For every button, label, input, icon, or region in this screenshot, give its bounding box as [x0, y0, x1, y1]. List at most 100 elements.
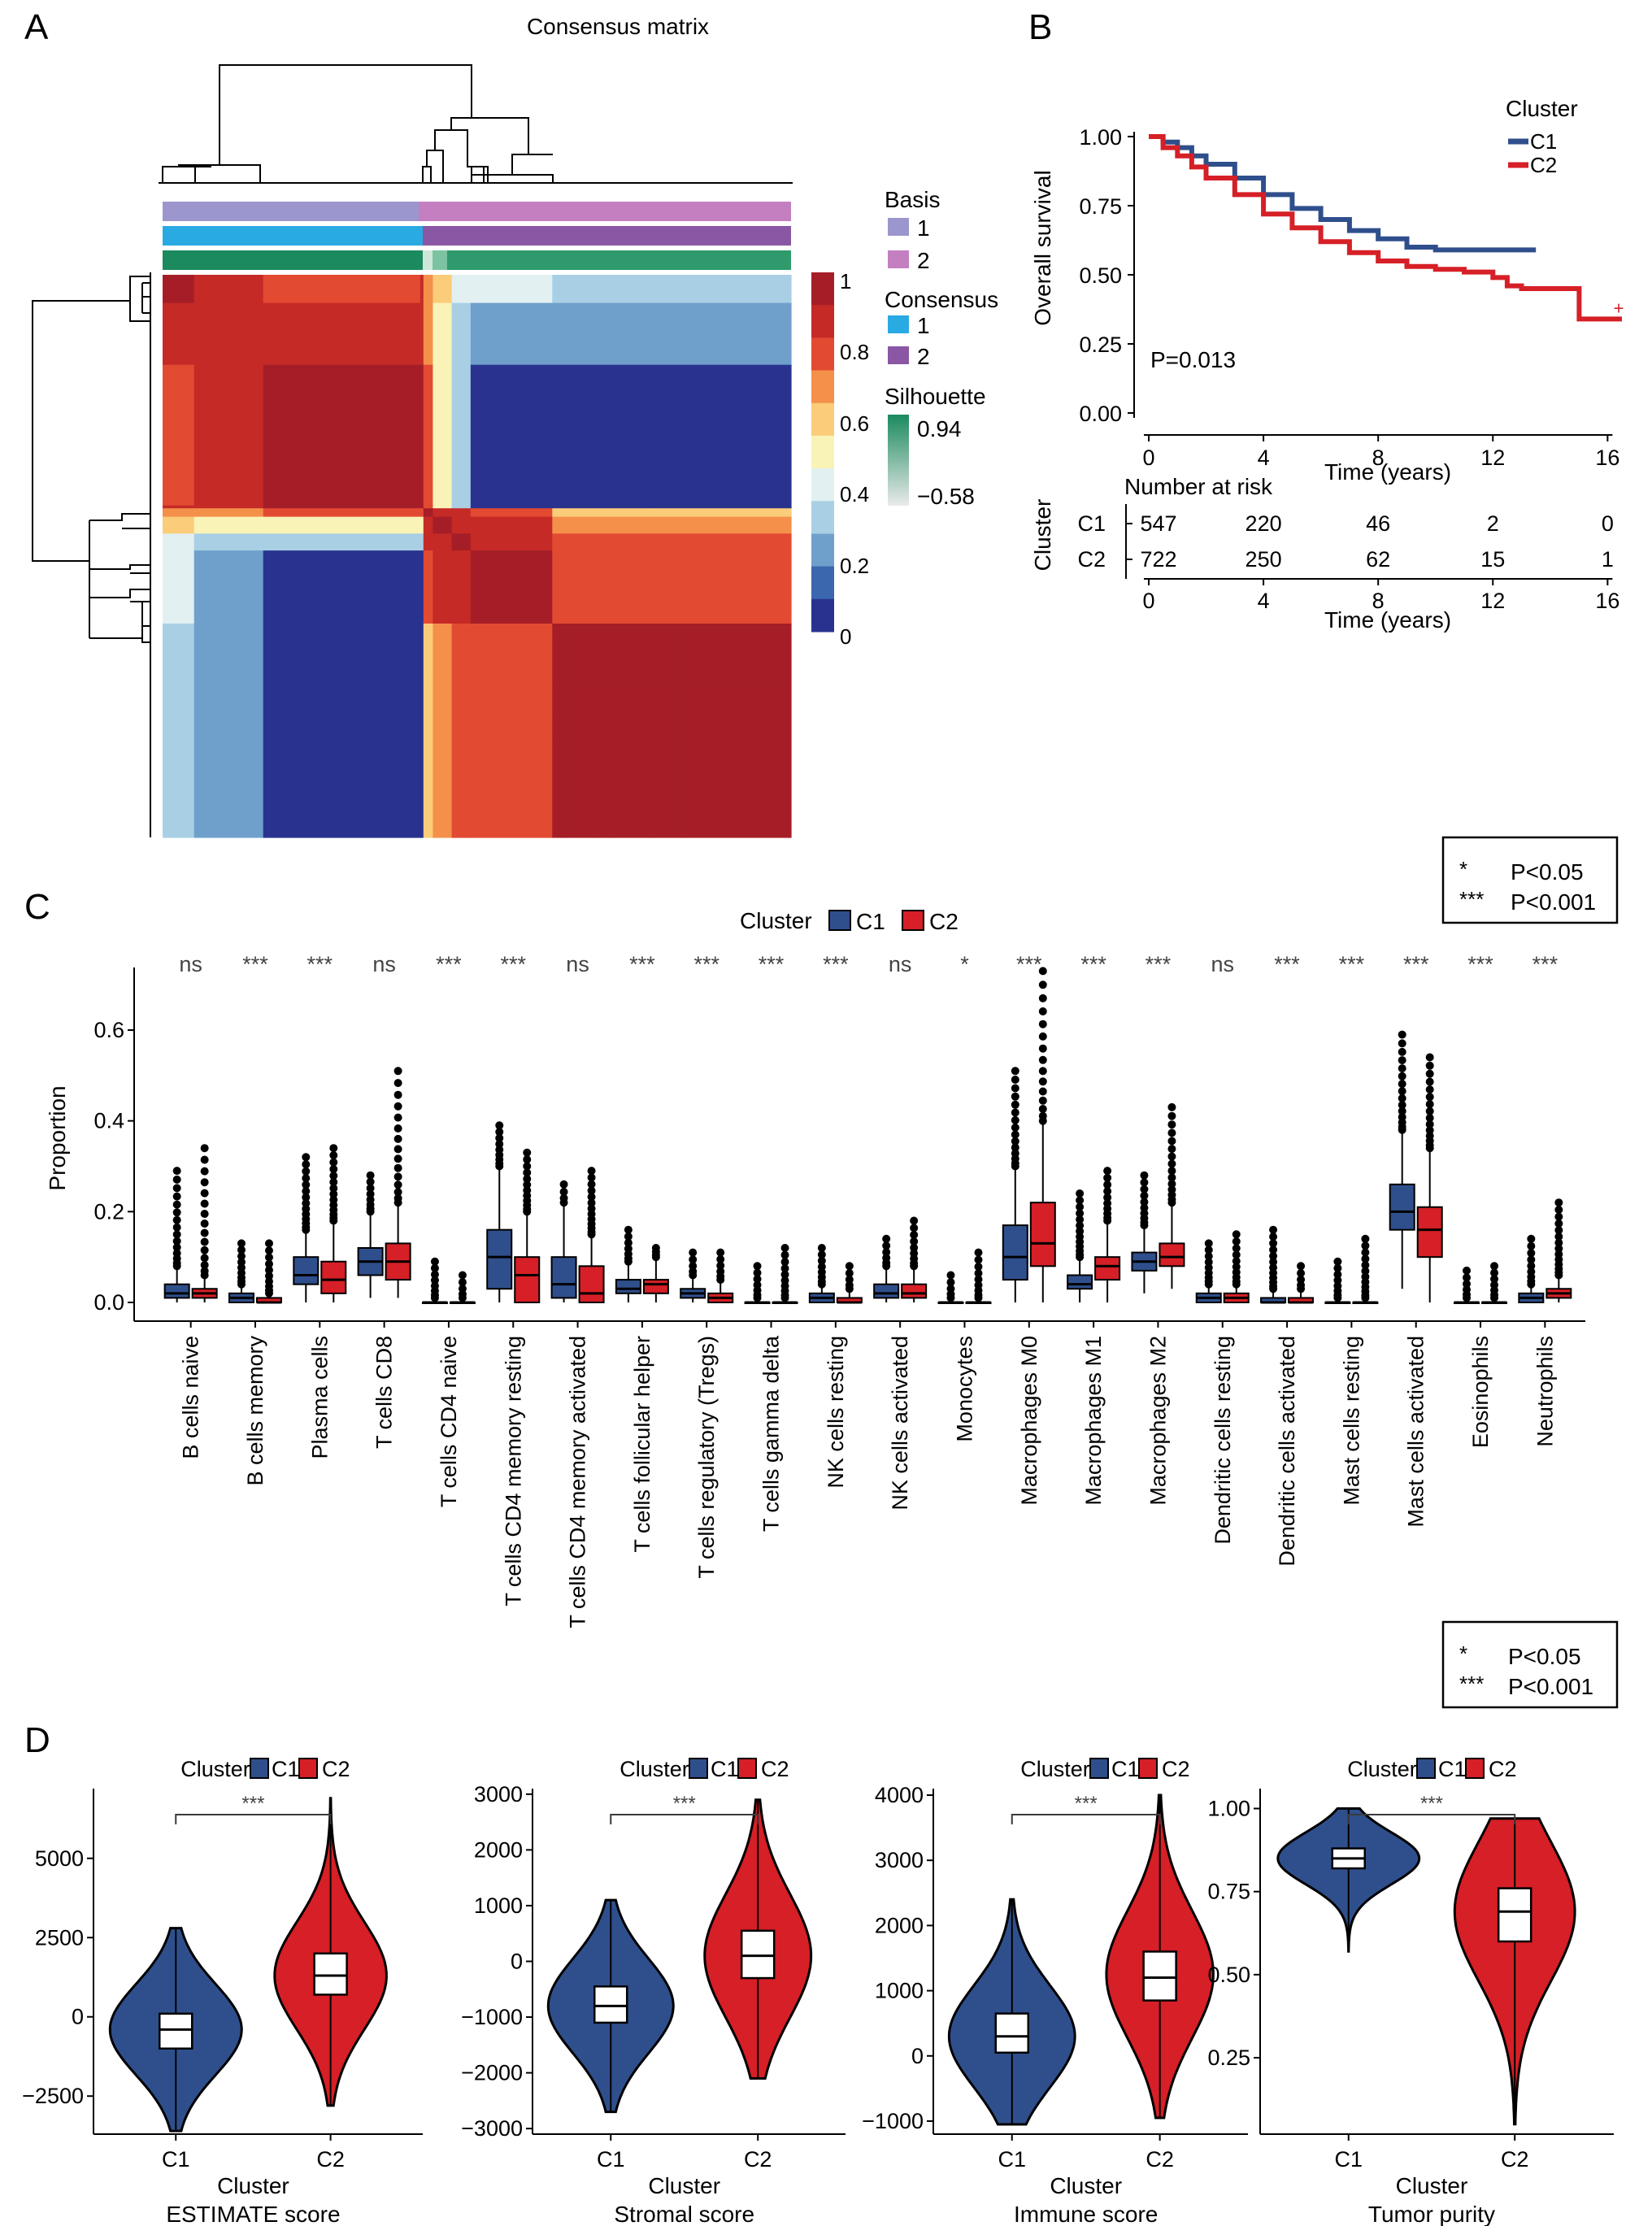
box-outlier: [523, 1155, 532, 1164]
basis-legend-label: 1: [917, 215, 930, 241]
box-outlier: [172, 1208, 181, 1217]
category-label: T cells follicular helper: [630, 1336, 654, 1553]
risk-row-label: C1: [1077, 511, 1106, 536]
heatmap-cell: [193, 680, 264, 715]
heatmap-cell: [596, 663, 616, 680]
box-body: [1029, 1202, 1056, 1267]
colorbar-segment: [811, 566, 834, 600]
box-outlier: [200, 1199, 209, 1208]
category-label: NK cells resting: [824, 1336, 848, 1489]
heatmap-cell: [451, 533, 472, 551]
heatmap-cell: [564, 516, 597, 534]
significance-bracket: [175, 1814, 332, 1824]
box-body: [1002, 1224, 1028, 1281]
heatmap-cell: [652, 680, 685, 715]
box-outlier: [1167, 1128, 1176, 1137]
box-outlier: [817, 1256, 826, 1265]
heatmap-cell: [684, 275, 792, 304]
violin-y-tick-label: 2000: [474, 1837, 523, 1862]
box-outlier: [780, 1244, 789, 1252]
box-outlier: [1140, 1198, 1149, 1206]
row-dendrogram: [32, 272, 151, 837]
heatmap-cell: [564, 741, 597, 838]
box-outlier: [624, 1244, 633, 1253]
category-label: Plasma cells: [307, 1336, 332, 1459]
heatmap-cell: [451, 505, 472, 509]
heatmap-cell: [564, 533, 597, 551]
box-outlier: [1398, 1101, 1406, 1110]
heatmap-cell: [420, 624, 424, 636]
box-outlier: [1140, 1191, 1149, 1200]
category-label: T cells CD8: [372, 1336, 397, 1449]
risk-count: 62: [1366, 547, 1390, 572]
box-outlier: [1398, 1030, 1406, 1039]
box-outlier: [1490, 1275, 1499, 1284]
pvalue-legend-text: P<0.05: [1511, 859, 1584, 885]
heatmap-cell: [193, 550, 264, 624]
heatmap-cell: [470, 713, 553, 742]
violin-legend-swatch-c2: [1465, 1758, 1485, 1779]
heatmap-cell: [263, 550, 421, 624]
box-outlier: [1076, 1215, 1085, 1224]
box-outlier: [237, 1239, 246, 1248]
heatmap-cell: [596, 508, 616, 518]
heatmap-cell: [451, 634, 472, 664]
box-body: [1159, 1242, 1185, 1267]
pvalue-legend-box: [1441, 1620, 1619, 1709]
box-outlier: [393, 1154, 402, 1163]
box-outlier: [1076, 1209, 1085, 1218]
violin-y-tick-label: 0.75: [1207, 1880, 1250, 1904]
heatmap-cell: [423, 550, 433, 624]
box-outlier: [587, 1186, 596, 1195]
box-outlier: [1011, 1076, 1019, 1084]
significance-label: *: [960, 952, 969, 976]
colorbar-segment: [811, 501, 834, 534]
box-outlier: [302, 1187, 311, 1196]
heatmap-cell: [684, 680, 792, 715]
box-outlier: [1361, 1241, 1370, 1250]
heatmap-cell: [596, 364, 616, 507]
box-outlier: [393, 1079, 402, 1088]
box-body: [486, 1228, 513, 1290]
silhouette-segment: [433, 250, 447, 270]
box-outlier: [523, 1168, 532, 1177]
colorbar-segment: [811, 402, 834, 437]
box-outlier: [559, 1188, 568, 1196]
box-outlier: [1269, 1233, 1278, 1241]
box-outlier: [1398, 1039, 1406, 1048]
violin-legend-label: C1: [272, 1757, 300, 1781]
category-label: Macrophages M0: [1017, 1336, 1041, 1506]
colorbar-segment: [811, 305, 834, 338]
box-outlier: [1011, 1123, 1019, 1132]
heatmap-cell: [433, 741, 453, 838]
box-outlier: [780, 1276, 789, 1285]
heatmap-cell: [470, 275, 553, 304]
heatmap-cell: [433, 680, 453, 715]
silhouette-gradient: [888, 415, 909, 506]
boxplot-legend-swatch-c1: [828, 910, 851, 931]
box-outlier: [1554, 1226, 1563, 1235]
heatmap-cell: [615, 663, 654, 680]
silhouette-legend-title: Silhouette: [885, 384, 986, 409]
box-outlier: [780, 1258, 789, 1267]
box-outlier: [946, 1271, 955, 1280]
box-outlier: [172, 1175, 181, 1184]
box-body: [1389, 1183, 1415, 1231]
box-outlier: [1361, 1261, 1370, 1270]
pvalue-legend-sym: ***: [1459, 887, 1484, 911]
violin-legend-swatch-c1: [250, 1758, 269, 1779]
box-outlier: [1425, 1069, 1434, 1078]
box-outlier: [237, 1263, 246, 1272]
heatmap-cell: [163, 634, 195, 664]
box-outlier: [1425, 1093, 1434, 1102]
box-outlier: [393, 1193, 402, 1202]
risk-count: 250: [1246, 547, 1282, 572]
panel-label-b: B: [1028, 7, 1052, 47]
annotation-bars: [163, 202, 791, 270]
heatmap-cell: [433, 508, 453, 518]
km-xlabel: Time (years): [1324, 459, 1451, 485]
heatmap-cell: [423, 364, 433, 507]
violin-y-tick-label: 4000: [875, 1783, 924, 1807]
box-outlier: [329, 1172, 338, 1180]
heatmap-cell: [433, 275, 453, 304]
